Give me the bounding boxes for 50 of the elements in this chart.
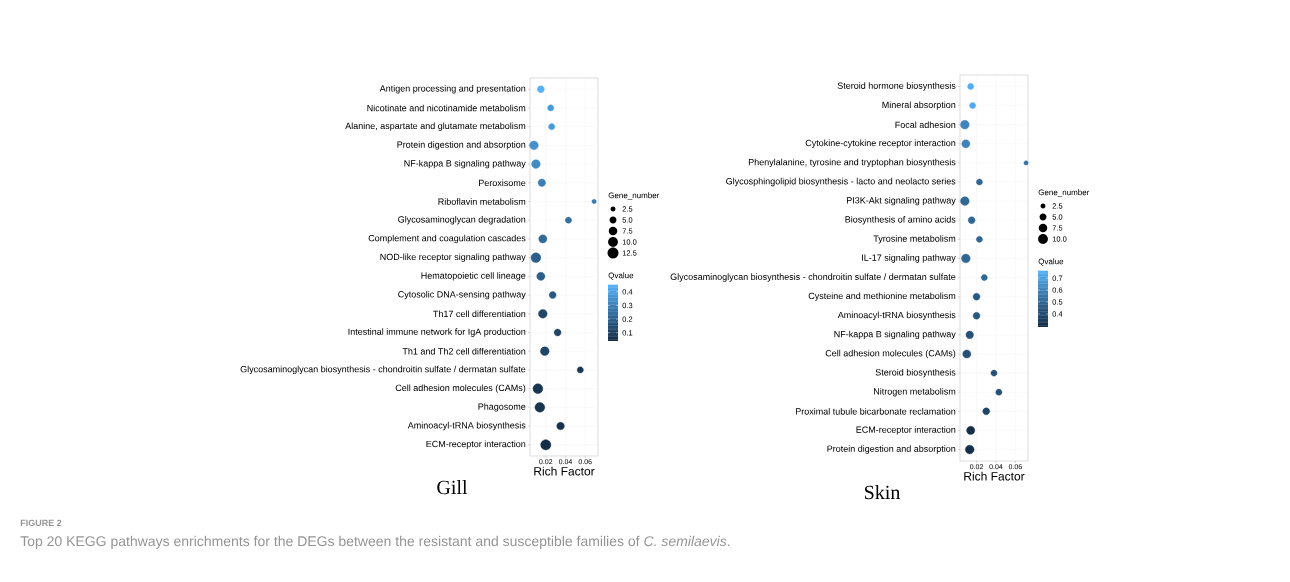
y-tick-label: Steroid hormone biosynthesis — [837, 82, 956, 91]
y-tick-label: Antigen processing and presentation — [379, 85, 526, 94]
y-tick-label: Nitrogen metabolism — [874, 388, 956, 397]
y-tick-label: Glycosphingolipid biosynthesis - lacto and neolacto series — [726, 177, 956, 187]
y-tick-label: Cysteine and methionine metabolism — [808, 292, 956, 301]
y-tick-label: IL-17 signaling pathway — [862, 254, 956, 263]
text: Top 20 KEGG pathways enrichments for the DEGs between the resistant and susceptible families of C. semilaevis. — [20, 535, 730, 549]
y-tick-label: Steroid biosynthesis — [875, 368, 956, 378]
x-axis-title: Rich Factor — [964, 471, 1025, 481]
y-tick-label: Glycosaminoglycan biosynthesis - chondroitin sulfate / dermatan sulfate — [670, 273, 956, 282]
y-tick-label: Proximal tubule bicarbonate reclamation — [795, 408, 956, 415]
color-bar-title: Qvalue — [1038, 258, 1064, 266]
y-tick-label: ECM-receptor interaction — [426, 440, 526, 449]
y-tick-label: Phagosome — [478, 403, 526, 412]
text: Gill — [437, 480, 468, 495]
y-tick-label: PI3K-Akt signaling pathway — [846, 196, 956, 206]
y-tick-label: Aminoacyl-tRNA biosynthesis — [837, 311, 956, 320]
y-tick-label: Th1 and Th2 cell differentiation — [402, 347, 526, 355]
y-tick-label: Focal adhesion — [895, 121, 956, 128]
y-tick-label: Cell adhesion molecules (CAMs) — [825, 349, 956, 359]
text: Skin — [865, 485, 901, 500]
y-tick-label: Cytokine-cytokine receptor interaction — [805, 139, 956, 148]
y-tick-label: Cytosolic DNA-sensing pathway — [398, 290, 526, 300]
y-tick-label: Mineral absorption — [882, 101, 956, 110]
y-tick-label: Glycosaminoglycan degradation — [398, 216, 526, 225]
legend-title: Gene_number — [1038, 189, 1090, 197]
y-tick-label: Aminoacyl-tRNA biosynthesis — [407, 421, 526, 431]
y-tick-label: ECM-receptor interaction — [856, 426, 956, 435]
y-tick-label: Alanine, aspartate and glutamate metabolism — [345, 122, 526, 131]
y-tick-label: NOD-like receptor signaling pathway — [380, 253, 526, 262]
y-tick-label: Peroxisome — [479, 179, 526, 187]
caption: FIGURE 2 — [20, 519, 62, 527]
y-tick-label: NF-kappa B signaling pathway — [834, 330, 956, 340]
y-tick-label: Th17 cell differentiation — [433, 310, 526, 318]
y-tick-label: Complement and coagulation cascades — [368, 234, 526, 244]
y-tick-label: Phenylalanine, tyrosine and tryptophan biosynthesis — [748, 158, 956, 168]
y-tick-label: Tyrosine metabolism — [873, 235, 956, 244]
color-bar-title: Qvalue — [608, 272, 634, 280]
y-tick-label: Riboflavin metabolism — [438, 198, 526, 205]
y-tick-label: Biosynthesis of amino acids — [845, 216, 956, 225]
y-tick-label: Glycosaminoglycan biosynthesis - chondroitin sulfate / dermatan sulfate — [240, 365, 526, 375]
y-tick-label: NF-kappa B signaling pathway — [404, 159, 526, 169]
y-tick-label: Hematopoietic cell lineage — [421, 272, 526, 281]
y-tick-label: Intestinal immune network for IgA production — [348, 328, 526, 337]
legend-title: Gene_number — [608, 192, 660, 200]
y-tick-label: Nicotinate and nicotinamide metabolism — [367, 104, 526, 112]
y-tick-label: Cell adhesion molecules (CAMs) — [395, 384, 526, 393]
x-axis-title: Rich Factor — [534, 466, 595, 476]
y-tick-label: Protein digestion and absorption — [397, 141, 526, 150]
y-tick-label: Protein digestion and absorption — [827, 445, 956, 454]
